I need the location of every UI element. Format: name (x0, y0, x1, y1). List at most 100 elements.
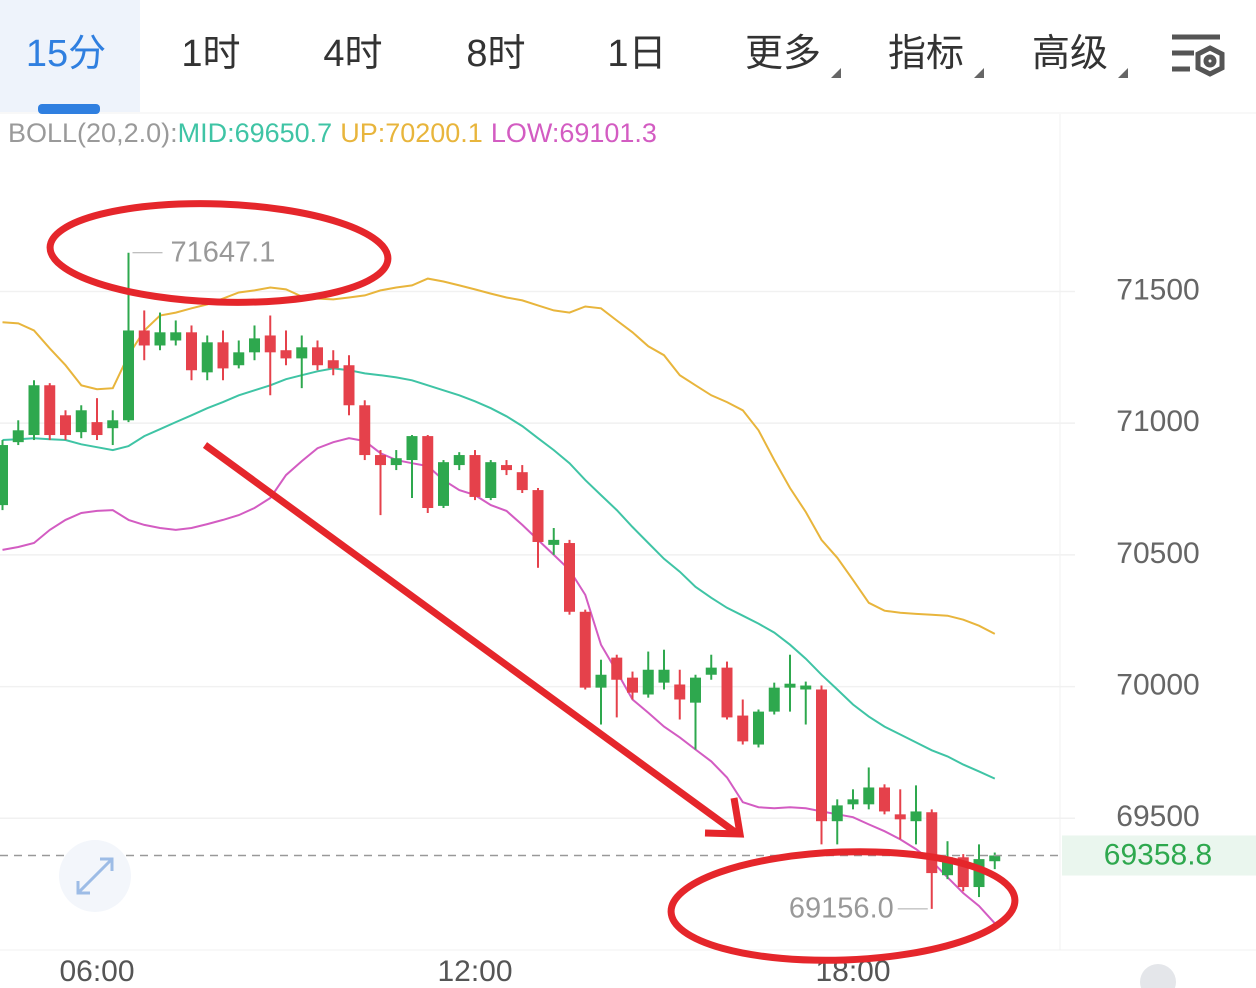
candle-body (501, 465, 512, 471)
candle-body (170, 332, 182, 341)
candle-body (564, 543, 575, 612)
dropdown-marker (1118, 68, 1128, 78)
candle-body (957, 857, 969, 888)
candle-body (831, 805, 843, 822)
candle-body (579, 611, 591, 688)
expand-head (76, 881, 90, 895)
candle-body (453, 455, 465, 466)
candle-body (422, 436, 434, 509)
candle-body (627, 677, 638, 693)
candle-body (737, 715, 749, 742)
candle-body (375, 455, 386, 466)
y-tick-label: 69500 (1116, 800, 1199, 833)
candle-body (233, 352, 245, 366)
tab[interactable]: 指标 (888, 33, 964, 75)
settings-icon[interactable] (1172, 34, 1225, 77)
circle-high (46, 200, 392, 306)
legend-name: UP: (340, 118, 385, 148)
candle-body (910, 811, 922, 822)
circle-low (667, 848, 1019, 964)
candle-body (264, 335, 276, 353)
candle-body (674, 684, 686, 700)
band-line (2, 437, 996, 924)
dropdown-marker (974, 68, 984, 78)
candle-body (705, 667, 717, 675)
candle-body (406, 436, 418, 461)
tab[interactable]: 1日 (607, 33, 666, 75)
candle-body (107, 420, 119, 429)
candle-body (0, 445, 8, 506)
candle-body (926, 812, 938, 874)
candle-body (249, 338, 260, 353)
tab-active-bg (0, 0, 140, 112)
candle-body (611, 657, 623, 680)
legend-value: 69101.3 (559, 118, 657, 148)
price-label: 69358.8 (1104, 838, 1212, 871)
candle-body (863, 787, 875, 805)
candle-body (658, 669, 670, 683)
band-line (2, 367, 996, 780)
candle-body (138, 330, 150, 346)
max-label: 71647.1 (171, 236, 276, 268)
tabs: 15分 1时 4时 8时 1日 更多 指标 高级 (0, 0, 1128, 114)
y-tick-label: 70500 (1116, 537, 1199, 570)
candle-body (942, 857, 953, 876)
tab-bar (0, 0, 1256, 112)
candle-body (800, 685, 812, 690)
candle-body (75, 410, 87, 433)
k-button[interactable] (1140, 964, 1176, 988)
candle-body (532, 490, 544, 542)
candle-body (296, 347, 308, 359)
y-tick-label: 70000 (1116, 669, 1199, 702)
icon-hex (1195, 45, 1225, 77)
candle-body (217, 342, 229, 369)
candle-body (989, 855, 1001, 862)
trend-arrow (202, 442, 738, 835)
candle-body (847, 799, 859, 805)
candle-body (595, 674, 607, 688)
candle-body (816, 689, 827, 822)
arrow-head (704, 797, 745, 838)
tab-indicator (38, 104, 100, 114)
tab[interactable]: 8时 (466, 33, 525, 75)
candle-body (28, 385, 40, 436)
candle-body (359, 405, 371, 456)
candle-body (548, 539, 560, 545)
tab[interactable]: 1时 (181, 33, 240, 75)
candle-body (469, 455, 481, 497)
x-tick-label: 06:00 (59, 955, 134, 988)
tab[interactable]: 4时 (323, 33, 382, 75)
icon-dot (1203, 54, 1217, 68)
candle-body (154, 332, 166, 346)
candle-body (721, 667, 733, 718)
candle-body (327, 360, 339, 369)
tab[interactable]: 更多 (745, 33, 821, 75)
candle-body (44, 385, 56, 436)
candle-body (186, 332, 197, 371)
legend: BOLL(20,2.0):MID:69650.7 UP:70200.1 LOW:69… (8, 118, 657, 148)
candle-body (280, 350, 292, 359)
candle-body (343, 365, 355, 406)
tab[interactable]: 高级 (1032, 33, 1108, 75)
expand-button[interactable] (59, 840, 131, 912)
candle-body (12, 430, 24, 443)
candle-body (894, 814, 906, 820)
band-line (2, 277, 996, 635)
candle-body (768, 687, 780, 712)
expand-line (76, 857, 114, 895)
dropdown-marker (831, 68, 841, 78)
candle-body (690, 677, 701, 703)
candle-body (784, 683, 796, 688)
y-tick-label: 71500 (1116, 273, 1199, 306)
legend-value: 70200.1 (385, 118, 483, 148)
candle-body (312, 347, 323, 366)
candle-body (123, 330, 134, 421)
y-tick-label: 71000 (1116, 405, 1199, 438)
min-label: 69156.0 (789, 893, 894, 925)
candle-body (91, 422, 103, 436)
candle-body (60, 415, 71, 436)
indicator-label: BOLL(20,2.0): (8, 118, 178, 148)
tab[interactable]: 15分 (26, 33, 106, 75)
